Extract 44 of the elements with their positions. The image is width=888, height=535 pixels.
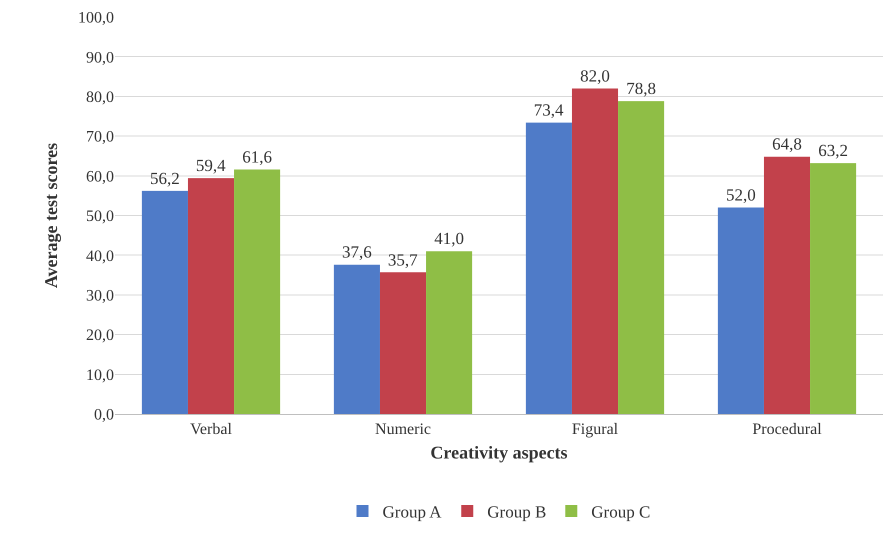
data-label: 56,2 [150,168,180,188]
bar [810,163,856,414]
bar [188,178,234,414]
x-tick-label: Procedural [752,421,822,438]
legend-label: Group C [591,502,650,522]
data-label: 35,7 [388,250,418,270]
x-tick-label: Numeric [375,421,431,438]
y-tick-label: 0,0 [94,406,114,424]
bar [142,190,188,414]
bar [572,88,618,414]
bar [764,156,810,414]
y-axis-title: Average test scores [41,142,62,288]
bar [526,122,572,414]
y-tick-label: 30,0 [86,288,114,304]
bar [618,101,664,414]
bar [380,272,426,414]
bar [718,208,764,414]
data-label: 78,8 [626,79,656,98]
y-tick-label: 60,0 [86,168,114,186]
y-tick-label: 70,0 [86,128,114,146]
data-label: 73,4 [534,100,564,120]
data-label: 61,6 [242,147,272,166]
data-label: 82,0 [580,66,610,86]
data-label: 59,4 [196,156,226,176]
data-label: 64,8 [772,134,802,154]
x-axis-title: Creativity aspects [430,442,568,462]
y-tick-label: 80,0 [86,89,114,106]
y-tick-label: 50,0 [86,208,114,226]
y-tick-label: 20,0 [86,327,114,344]
x-tick-label: Figural [572,421,619,438]
bar [334,264,380,414]
legend-label: Group A [382,502,442,522]
y-tick-label: 90,0 [86,49,114,66]
y-tick-label: 10,0 [86,366,114,384]
legend-label: Group B [487,502,546,522]
y-tick-label: 100,0 [78,10,114,27]
data-label: 41,0 [434,229,464,248]
bar [234,169,280,414]
x-tick-label: Verbal [190,421,232,438]
data-label: 63,2 [818,141,848,160]
data-label: 52,0 [726,186,756,205]
y-tick-label: 40,0 [86,248,114,265]
data-label: 37,6 [342,242,372,262]
bar [426,251,472,414]
